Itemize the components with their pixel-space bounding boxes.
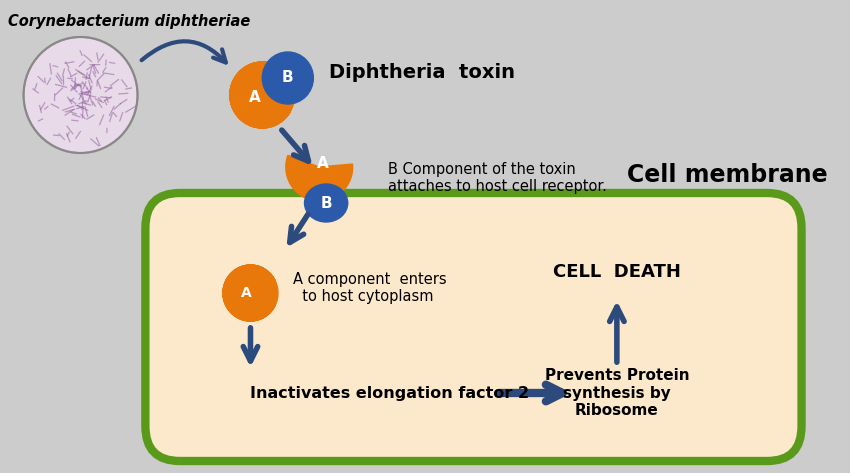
Text: B Component of the toxin
attaches to host cell receptor.: B Component of the toxin attaches to hos… <box>388 162 607 194</box>
Text: Inactivates elongation factor 2: Inactivates elongation factor 2 <box>251 385 530 401</box>
Text: A component  enters
  to host cytoplasm: A component enters to host cytoplasm <box>292 272 446 304</box>
Polygon shape <box>286 155 353 201</box>
Polygon shape <box>223 265 278 321</box>
Text: B: B <box>282 70 293 86</box>
Text: Cell membrane: Cell membrane <box>626 163 827 187</box>
Circle shape <box>263 52 314 104</box>
Text: A: A <box>317 156 329 170</box>
Text: Corynebacterium diphtheriae: Corynebacterium diphtheriae <box>8 14 250 29</box>
Text: Diphtheria  toxin: Diphtheria toxin <box>329 62 515 81</box>
FancyBboxPatch shape <box>145 193 802 461</box>
Polygon shape <box>230 62 295 128</box>
Text: A: A <box>241 286 252 300</box>
Text: Prevents Protein
synthesis by
Ribosome: Prevents Protein synthesis by Ribosome <box>545 368 689 418</box>
Text: B: B <box>320 195 332 210</box>
Ellipse shape <box>304 184 348 222</box>
Circle shape <box>24 37 138 153</box>
Text: A: A <box>248 89 260 105</box>
Text: CELL  DEATH: CELL DEATH <box>553 263 681 281</box>
